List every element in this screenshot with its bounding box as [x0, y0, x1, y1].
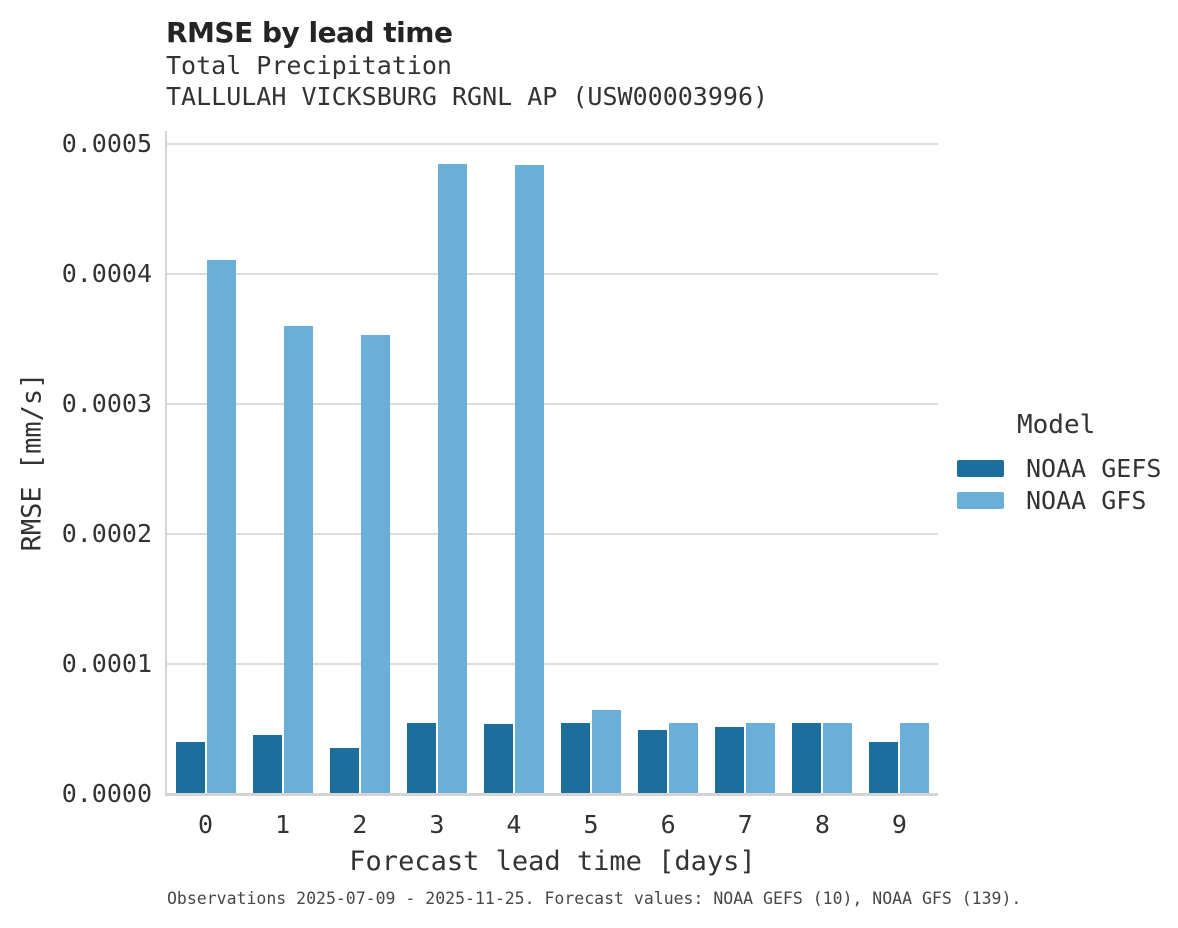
- bar-noaa-gefs-day-3: [406, 723, 436, 794]
- bar-noaa-gefs-day-5: [561, 723, 591, 794]
- bar-noaa-gfs-day-8: [823, 723, 853, 794]
- legend-swatch-noaa-gfs: [957, 491, 1004, 509]
- gridline-0.0005: [167, 143, 938, 145]
- legend-entry-noaa-gfs: NOAA GFS: [957, 484, 1177, 516]
- y-tick-label-0.0002: 0.0002: [61, 519, 152, 548]
- bar-noaa-gfs-day-7: [746, 723, 776, 794]
- y-tick-label-0.0001: 0.0001: [61, 649, 152, 678]
- bar-noaa-gfs-day-3: [437, 163, 467, 794]
- y-tick-label-0.0000: 0.0000: [61, 779, 152, 808]
- bar-noaa-gfs-day-9: [900, 723, 930, 794]
- bar-noaa-gfs-day-1: [283, 326, 313, 794]
- x-tick-label-6: 6: [660, 810, 676, 839]
- x-tick-label-7: 7: [737, 810, 753, 839]
- bar-noaa-gefs-day-1: [252, 734, 282, 794]
- gridline-0.0003: [167, 403, 938, 405]
- x-tick-label-3: 3: [429, 810, 445, 839]
- bar-noaa-gfs-day-2: [360, 335, 390, 794]
- bar-noaa-gfs-day-6: [669, 723, 699, 794]
- x-tick-label-9: 9: [891, 810, 907, 839]
- legend-label-noaa-gfs: NOAA GFS: [1026, 485, 1147, 515]
- x-tick-label-8: 8: [814, 810, 830, 839]
- bar-noaa-gefs-day-0: [175, 742, 205, 794]
- legend-title: Model: [1017, 410, 1096, 440]
- gridline-0.0004: [167, 273, 938, 275]
- chart-subtitle: Total Precipitation TALLULAH VICKSBURG R…: [166, 50, 768, 112]
- legend-entry-noaa-gefs: NOAA GEFS: [957, 452, 1177, 484]
- x-axis-line: [165, 793, 938, 796]
- subtitle-variable: Total Precipitation: [166, 51, 452, 80]
- bar-noaa-gefs-day-7: [715, 727, 745, 794]
- bar-noaa-gefs-day-4: [483, 723, 513, 794]
- bar-noaa-gefs-day-9: [869, 742, 899, 794]
- bar-noaa-gefs-day-6: [638, 729, 668, 794]
- bar-noaa-gefs-day-2: [329, 747, 359, 794]
- y-axis-title: RMSE [mm/s]: [16, 372, 48, 552]
- bar-noaa-gfs-day-0: [206, 259, 236, 794]
- y-tick-label-0.0005: 0.0005: [61, 129, 152, 158]
- x-tick-label-1: 1: [275, 810, 291, 839]
- chart-title: RMSE by lead time: [166, 16, 453, 49]
- y-tick-label-0.0003: 0.0003: [61, 389, 152, 418]
- subtitle-station: TALLULAH VICKSBURG RGNL AP (USW00003996): [166, 82, 769, 111]
- legend-swatch-noaa-gefs: [957, 459, 1004, 477]
- bar-noaa-gfs-day-4: [514, 164, 544, 794]
- x-tick-label-5: 5: [583, 810, 599, 839]
- legend-label-noaa-gefs: NOAA GEFS: [1026, 453, 1162, 483]
- y-tick-label-0.0004: 0.0004: [61, 259, 152, 288]
- x-axis-title: Forecast lead time [days]: [349, 846, 756, 877]
- x-tick-label-2: 2: [352, 810, 368, 839]
- caption: Observations 2025-07-09 - 2025-11-25. Fo…: [167, 889, 1022, 908]
- gridline-0.0001: [167, 663, 938, 665]
- bar-noaa-gfs-day-5: [592, 709, 622, 794]
- bar-noaa-gefs-day-8: [792, 723, 822, 794]
- x-tick-label-0: 0: [198, 810, 214, 839]
- x-tick-label-4: 4: [506, 810, 522, 839]
- y-axis-line: [165, 131, 167, 795]
- gridline-0.0002: [167, 533, 938, 535]
- legend: Model NOAA GEFS NOAA GFS: [957, 410, 1177, 516]
